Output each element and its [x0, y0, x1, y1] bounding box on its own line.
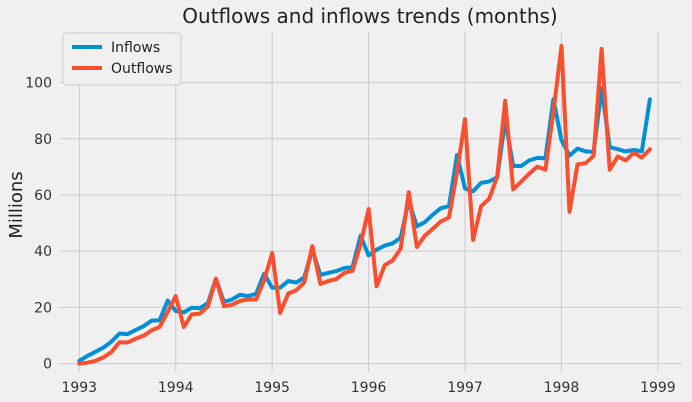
x-tick-label: 1998 — [544, 380, 580, 396]
y-axis-ticks: 0 20 40 60 80 100 — [25, 76, 52, 373]
y-tick-label: 20 — [34, 300, 52, 316]
legend-label-inflows: Inflows — [111, 40, 160, 56]
y-tick-label: 80 — [34, 132, 52, 148]
series-line-outflows — [77, 44, 652, 366]
y-tick-label: 60 — [34, 188, 52, 204]
legend-label-outflows: Outflows — [111, 61, 173, 77]
x-tick-label: 1996 — [351, 380, 387, 396]
y-axis-label: Millions — [6, 171, 27, 238]
x-axis-ticks: 1993 1994 1995 1996 1997 1998 1999 — [61, 380, 675, 396]
chart-title: Outflows and inflows trends (months) — [182, 4, 557, 28]
legend: Inflows Outflows — [62, 32, 182, 86]
x-tick-label: 1994 — [158, 380, 194, 396]
x-tick-label: 1995 — [254, 380, 290, 396]
y-tick-label: 40 — [34, 244, 52, 260]
y-tick-label: 0 — [43, 357, 52, 373]
x-tick-label: 1999 — [640, 380, 676, 396]
series-lines — [77, 44, 652, 366]
x-tick-label: 1993 — [61, 380, 97, 396]
y-tick-label: 100 — [25, 76, 52, 92]
x-tick-label: 1997 — [447, 380, 483, 396]
